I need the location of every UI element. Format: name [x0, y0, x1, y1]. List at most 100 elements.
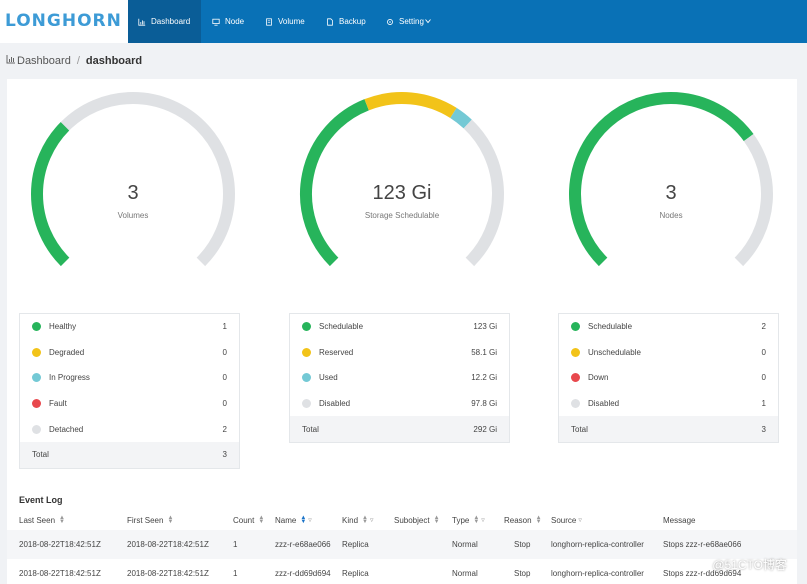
nav-volume-label: Volume: [278, 17, 305, 26]
nav-volume[interactable]: Volume: [255, 0, 315, 43]
column-label: First Seen: [127, 515, 164, 525]
cell-last-seen: 2018-08-22T18:42:51Z: [19, 569, 101, 578]
sort-icon[interactable]: ▲ ▼: [473, 515, 480, 525]
nav-dashboard[interactable]: Dashboard: [128, 0, 201, 43]
column-header-kind[interactable]: Kind ▲ ▼ ▿: [342, 510, 373, 530]
legend-total-value: 292 Gi: [473, 424, 497, 434]
legend-value: 12.2 Gi: [471, 373, 497, 383]
gauge-segment: [300, 99, 369, 267]
filter-icon[interactable]: ▿: [369, 517, 374, 524]
legend-total-row: Total 292 Gi: [290, 416, 509, 442]
legend-total-value: 3: [761, 424, 766, 434]
legend-value: 123 Gi: [473, 322, 497, 332]
legend-label: Reserved: [319, 347, 354, 357]
cell-name: zzz-r-dd69d694: [275, 569, 331, 578]
nav-node[interactable]: Node: [202, 0, 254, 43]
table-row[interactable]: 2018-08-22T18:42:51Z 2018-08-22T18:42:51…: [7, 559, 797, 584]
legend-row: Reserved 58.1 Gi: [290, 340, 509, 366]
cell-reason: Stop: [514, 540, 531, 549]
sort-icon[interactable]: ▲ ▼: [300, 515, 307, 525]
legend-row: Detached 2: [20, 416, 239, 442]
gauge-segment: [569, 92, 754, 267]
column-header-subobject[interactable]: Subobject ▲ ▼: [394, 510, 440, 530]
disk-icon: [265, 17, 273, 26]
legend-label: Disabled: [588, 399, 620, 409]
logo-text: LONGHORN: [5, 11, 122, 31]
sort-icon[interactable]: ▲ ▼: [59, 515, 65, 525]
column-header-message: Message: [663, 510, 695, 530]
breadcrumb-separator: /: [76, 54, 80, 67]
nav-dashboard-label: Dashboard: [151, 17, 191, 26]
cell-message: Stops zzz-r-dd69d694: [663, 569, 742, 578]
column-header-count[interactable]: Count ▲ ▼: [233, 510, 264, 530]
column-header-name[interactable]: Name ▲ ▼ ▿: [275, 510, 312, 530]
status-dot: [32, 373, 41, 383]
column-label: Type: [452, 515, 470, 525]
nav-setting-label: Setting: [399, 17, 424, 26]
breadcrumb: Dashboard / dashboard: [6, 54, 142, 67]
column-label: Source: [551, 515, 577, 525]
status-dot: [302, 399, 311, 409]
cell-first-seen: 2018-08-22T18:42:51Z: [127, 569, 209, 578]
cell-reason: Stop: [514, 569, 531, 578]
gauge-segment: [463, 119, 504, 267]
legend-value: 0: [222, 373, 227, 383]
filter-icon[interactable]: ▿: [481, 517, 485, 524]
nodes-gauge: 3 Nodes: [561, 90, 781, 290]
column-header-first-seen[interactable]: First Seen ▲ ▼: [127, 510, 173, 530]
sort-icon[interactable]: ▲ ▼: [433, 515, 440, 525]
cell-message: Stops zzz-r-e68ae066: [663, 540, 742, 549]
legend-label: Degraded: [49, 347, 85, 357]
gauge-segment: [364, 92, 457, 119]
legend-row: Disabled 1: [559, 391, 778, 417]
nav-backup[interactable]: Backup: [316, 0, 376, 43]
table-row[interactable]: 2018-08-22T18:42:51Z 2018-08-22T18:42:51…: [7, 530, 797, 559]
legend-label: Healthy: [49, 322, 77, 332]
gauge-label: Nodes: [659, 211, 683, 220]
legend-label: Used: [319, 373, 338, 383]
legend-value: 0: [761, 373, 766, 383]
sort-icon[interactable]: ▲ ▼: [535, 515, 542, 525]
gauge-segment: [734, 134, 773, 267]
nav-setting[interactable]: Setting: [376, 0, 441, 43]
legend-value: 58.1 Gi: [471, 347, 497, 357]
sort-icon[interactable]: ▲ ▼: [362, 515, 368, 525]
volumes-legend: Healthy 1 Degraded 0 In Progress 0 Fault…: [19, 313, 240, 469]
column-header-type[interactable]: Type ▲ ▼ ▿: [452, 510, 485, 530]
cell-source: longhorn-replica-controller: [551, 540, 644, 549]
status-dot: [302, 373, 311, 383]
filter-icon[interactable]: ▿: [308, 517, 312, 524]
cell-type: Normal: [452, 569, 478, 578]
status-dot: [571, 322, 580, 332]
column-header-last-seen[interactable]: Last Seen ▲ ▼: [19, 510, 65, 530]
cell-type: Normal: [452, 540, 478, 549]
sort-icon[interactable]: ▲ ▼: [167, 515, 174, 525]
legend-row: Disabled 97.8 Gi: [290, 391, 509, 417]
legend-total-value: 3: [222, 450, 227, 460]
legend-row: Fault 0: [20, 391, 239, 417]
column-label: Kind: [342, 515, 359, 525]
chart-icon: [6, 54, 17, 67]
cell-count: 1: [233, 569, 238, 578]
legend-label: In Progress: [49, 373, 90, 383]
legend-row: Used 12.2 Gi: [290, 365, 509, 391]
gear-icon: [386, 18, 394, 26]
legend-label: Fault: [49, 399, 67, 409]
breadcrumb-root[interactable]: Dashboard: [17, 54, 71, 67]
cell-name: zzz-r-e68ae066: [275, 540, 331, 549]
gauge-segment: [60, 91, 236, 267]
legend-label: Schedulable: [319, 322, 364, 332]
column-label: Message: [663, 515, 696, 525]
column-header-source[interactable]: Source ▿: [551, 510, 582, 530]
legend-row: In Progress 0: [20, 365, 239, 391]
watermark: @51CTO博客: [712, 558, 787, 572]
status-dot: [32, 424, 41, 434]
legend-total-label: Total: [302, 424, 319, 434]
legend-value: 0: [222, 347, 227, 357]
table-header: Last Seen ▲ ▼ First Seen ▲ ▼ Count ▲ ▼ Name ▲ ▼ ▿…: [7, 510, 797, 530]
column-header-reason[interactable]: Reason ▲ ▼: [504, 510, 542, 530]
logo[interactable]: LONGHORN: [0, 0, 128, 43]
filter-icon[interactable]: ▿: [578, 517, 582, 524]
sort-icon[interactable]: ▲ ▼: [258, 515, 265, 525]
legend-row: Schedulable 123 Gi: [290, 314, 509, 340]
